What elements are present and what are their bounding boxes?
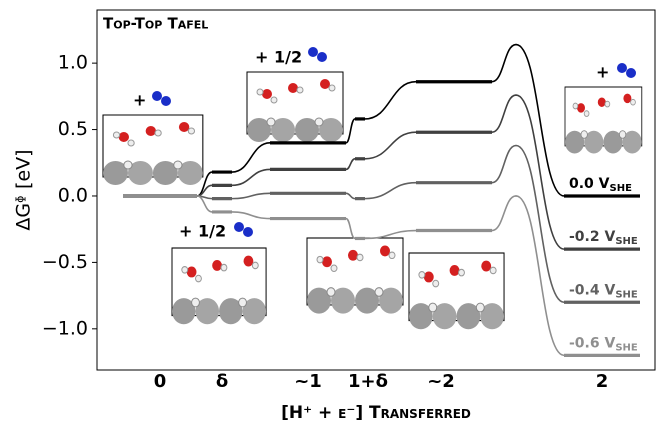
connector [231,142,271,173]
connector [515,144,565,304]
x-tick-label: 0 [154,371,167,392]
annotation: + 1/2 [255,48,302,67]
x-axis-label: [H⁺ + e⁻] Transferred [281,403,471,423]
connector [491,94,517,134]
connector [364,80,417,120]
series-label: -0.4 VSHE [569,282,638,300]
series-subscript: SHE [610,183,633,194]
connector [515,43,565,197]
connector [345,118,356,144]
connector [231,211,271,220]
series-subscript: SHE [615,342,638,353]
inset [408,252,505,330]
series-subscript: SHE [615,289,638,300]
molecule [308,47,327,62]
annotation: + [133,91,146,110]
inset [306,237,404,315]
series-name: -0.6 V [569,335,615,351]
molecule [617,63,636,78]
annotation: + 1/2 [179,222,226,241]
y-axis-label: ΔGᶲ [eV] [13,149,35,230]
plot-frame [96,9,656,371]
connector [515,94,565,250]
series-label: -0.2 VSHE [569,229,638,247]
x-tick-label: 2 [596,371,609,392]
annotation: + [596,63,609,82]
connector [364,131,417,160]
y-tick-label: 0.5 [58,118,88,140]
inset [246,71,344,143]
x-tick-label: ~2 [427,371,455,392]
connector [364,181,417,200]
connector [345,192,356,200]
series-label: -0.6 VSHE [569,335,638,353]
connector [231,192,271,200]
series-label: 0.0 VSHE [569,176,632,194]
chart-title: Top-Top Tafel [103,15,208,33]
y-tick-label: −1.0 [42,317,88,339]
connector [345,157,356,171]
y-tick-label: 1.0 [58,52,88,74]
series-name: -0.4 V [569,282,615,298]
connector [345,217,356,240]
y-tick-label: −0.5 [42,251,88,273]
connector [491,195,517,232]
series-name: 0.0 V [569,176,610,192]
connector [196,195,213,213]
connector [231,168,271,187]
x-tick-label: δ [216,371,228,392]
series-name: -0.2 V [569,229,615,245]
y-tick-label: 0.0 [58,184,88,206]
inset [564,86,643,154]
connector [515,195,565,357]
connector [491,144,517,184]
connector [491,43,517,83]
molecule [234,222,253,237]
inset [102,114,204,186]
x-tick-label: 1+δ [348,371,388,392]
inset [171,247,267,325]
connector [364,229,417,240]
x-tick-label: ~1 [294,371,322,392]
series-subscript: SHE [615,236,638,247]
molecule [152,91,171,106]
